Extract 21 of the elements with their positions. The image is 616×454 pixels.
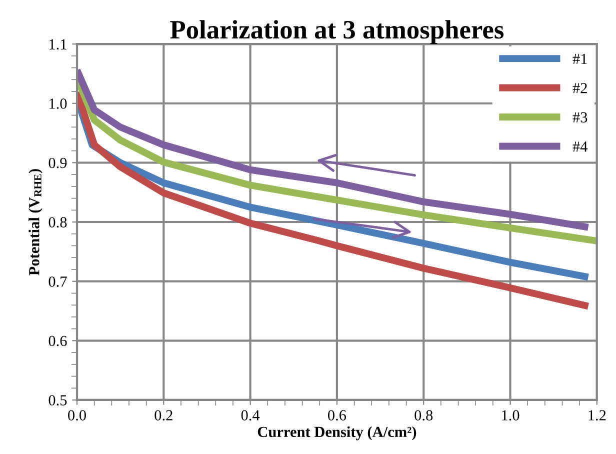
x-tick-label: 1.2 — [588, 410, 606, 421]
y-tick-label: 0.5 — [48, 395, 67, 406]
x-tick-label: 1.0 — [502, 410, 520, 421]
legend-label: #1 — [572, 54, 587, 64]
x-tick-label: 0.2 — [154, 410, 172, 421]
y-tick-label: 1.1 — [50, 39, 66, 50]
y-tick-label: 0.7 — [48, 276, 67, 287]
y-tick-label: 1.0 — [50, 98, 67, 109]
x-tick-label: 0.4 — [241, 410, 260, 421]
legend-label: #3 — [572, 112, 588, 122]
x-tick-label: 0.0 — [68, 410, 86, 421]
chart-title: Polarization at 3 atmospheres — [170, 20, 504, 44]
x-axis-title: Current Density (A/cm²) — [258, 426, 416, 440]
legend-label: #2 — [572, 83, 587, 94]
y-tick-label: 0.9 — [48, 158, 67, 168]
legend-label: #4 — [572, 142, 588, 152]
x-tick-label: 0.8 — [414, 410, 433, 421]
y-axis-title: Potential (V$_{RHE}$) — [28, 169, 42, 276]
y-tick-label: 0.6 — [48, 336, 67, 346]
x-tick-label: 0.6 — [328, 410, 346, 421]
y-tick-label: 0.8 — [48, 217, 67, 228]
